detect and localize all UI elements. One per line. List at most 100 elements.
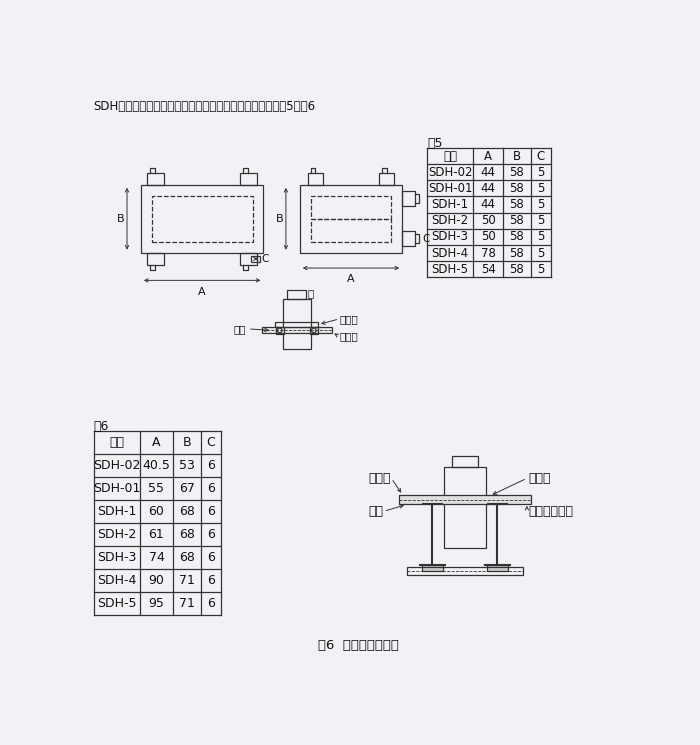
Bar [276, 326, 284, 335]
Text: SDH-02: SDH-02 [428, 165, 472, 179]
Text: 6: 6 [206, 597, 215, 610]
Bar [141, 185, 263, 253]
Bar [311, 219, 391, 242]
Text: A: A [484, 150, 492, 162]
Text: SDH-4: SDH-4 [97, 574, 136, 587]
Text: 68: 68 [178, 551, 195, 564]
Bar [240, 173, 257, 185]
Text: 5: 5 [537, 165, 545, 179]
Text: 44: 44 [481, 182, 496, 195]
Bar [402, 231, 414, 247]
Text: 40.5: 40.5 [143, 459, 170, 472]
Text: 44: 44 [481, 198, 496, 211]
Text: 汇流排: 汇流排 [528, 472, 551, 485]
Text: B: B [117, 214, 125, 223]
Bar [307, 173, 323, 185]
Text: 图6  绝缘盘压紧固定: 图6 绝缘盘压紧固定 [318, 639, 399, 652]
Text: A: A [198, 287, 206, 297]
Text: SDH-01: SDH-01 [93, 482, 141, 495]
Bar [251, 256, 260, 262]
Text: 6: 6 [206, 551, 215, 564]
Text: 53: 53 [178, 459, 195, 472]
Text: A: A [152, 436, 161, 448]
Text: 6: 6 [206, 574, 215, 587]
Bar [421, 565, 443, 571]
Text: 44: 44 [481, 165, 496, 179]
Text: 90: 90 [148, 574, 164, 587]
Text: 6: 6 [206, 459, 215, 472]
Text: 68: 68 [178, 528, 195, 541]
Text: 6: 6 [206, 505, 215, 518]
Text: 5: 5 [537, 214, 545, 227]
Bar [486, 565, 508, 571]
Bar [402, 191, 414, 206]
Text: 58: 58 [510, 230, 524, 244]
Text: C: C [262, 254, 270, 264]
Text: SDH-1: SDH-1 [432, 198, 469, 211]
Text: SDH-3: SDH-3 [432, 230, 469, 244]
Bar [310, 326, 318, 335]
Text: B: B [276, 214, 284, 223]
Text: 95: 95 [148, 597, 164, 610]
Text: SDH-02: SDH-02 [93, 459, 141, 472]
Bar [240, 253, 257, 265]
Text: 74: 74 [148, 551, 164, 564]
Text: 58: 58 [510, 214, 524, 227]
Text: 71: 71 [178, 574, 195, 587]
Text: 58: 58 [510, 198, 524, 211]
Bar [152, 196, 253, 242]
Text: 54: 54 [481, 263, 496, 276]
Text: 61: 61 [148, 528, 164, 541]
Text: 68: 68 [178, 505, 195, 518]
Text: 绝缘盘: 绝缘盘 [340, 314, 358, 324]
Bar [300, 185, 402, 253]
Bar [379, 173, 394, 185]
Text: 汇流排: 汇流排 [340, 332, 358, 341]
Bar [452, 456, 478, 467]
Text: SDH型电流互感器选用不同安装方式的安装方法及尺寸见图5、图6: SDH型电流互感器选用不同安装方式的安装方法及尺寸见图5、图6 [94, 100, 316, 113]
Bar [283, 299, 311, 349]
Text: 直条金属支片: 直条金属支片 [528, 505, 573, 518]
Bar [288, 290, 306, 299]
Text: A: A [347, 274, 355, 284]
Bar [147, 173, 164, 185]
Bar [275, 322, 318, 327]
Text: 50: 50 [481, 214, 496, 227]
Text: 6: 6 [206, 528, 215, 541]
Text: SDH-5: SDH-5 [97, 597, 136, 610]
Text: 58: 58 [510, 263, 524, 276]
Bar [399, 495, 531, 504]
Text: SDH-2: SDH-2 [97, 528, 136, 541]
Text: 型号: 型号 [109, 436, 125, 448]
Text: 58: 58 [510, 247, 524, 259]
Bar [147, 253, 164, 265]
Text: 5: 5 [537, 198, 545, 211]
Text: 58: 58 [510, 165, 524, 179]
Text: B: B [513, 150, 521, 162]
Text: SDH-2: SDH-2 [432, 214, 469, 227]
Text: 图6: 图6 [94, 420, 109, 434]
Text: 50: 50 [481, 230, 496, 244]
Text: 6: 6 [206, 482, 215, 495]
Text: 60: 60 [148, 505, 164, 518]
Text: SDH-3: SDH-3 [97, 551, 136, 564]
Text: 绝缘盘: 绝缘盘 [368, 472, 391, 485]
Bar [262, 327, 332, 334]
Text: C: C [537, 150, 545, 162]
Text: 67: 67 [178, 482, 195, 495]
Text: SDH-5: SDH-5 [432, 263, 469, 276]
Text: 图5: 图5 [427, 137, 442, 150]
Text: C: C [206, 436, 215, 448]
Text: 78: 78 [481, 247, 496, 259]
Text: 71: 71 [178, 597, 195, 610]
Text: SDH-1: SDH-1 [97, 505, 136, 518]
Text: 5: 5 [537, 263, 545, 276]
Bar [407, 567, 523, 575]
Text: C: C [422, 234, 430, 244]
Text: SDH-4: SDH-4 [432, 247, 469, 259]
Text: 螺钉: 螺钉 [234, 324, 246, 334]
Bar [444, 467, 486, 548]
Text: SDH-01: SDH-01 [428, 182, 472, 195]
Text: 板: 板 [307, 288, 314, 298]
Text: 55: 55 [148, 482, 164, 495]
